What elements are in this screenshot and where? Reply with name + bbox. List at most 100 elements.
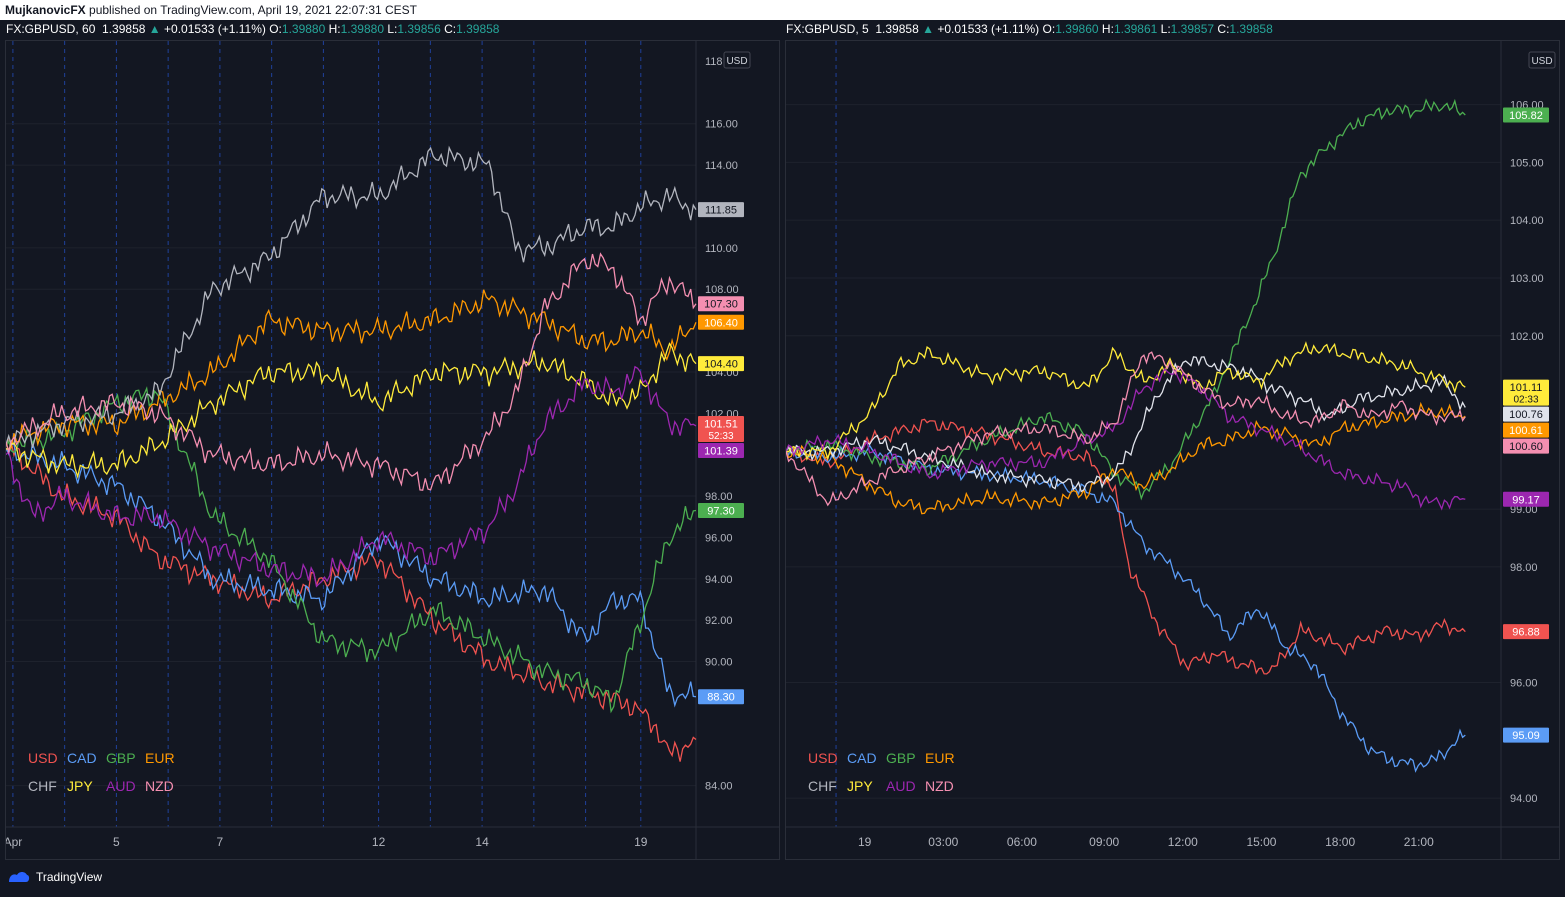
legend-item-jpy: JPY bbox=[847, 778, 873, 794]
legend-item-cad: CAD bbox=[847, 750, 877, 766]
y-tick-label: 98.00 bbox=[1510, 562, 1538, 574]
price-label-bg bbox=[1503, 107, 1549, 123]
last-price-label: 99.17 bbox=[1512, 494, 1540, 506]
price-label-bg bbox=[1503, 727, 1549, 743]
footer-brand[interactable]: TradingView bbox=[8, 870, 102, 884]
right-change: +0.01533 (+1.11%) bbox=[937, 22, 1040, 36]
x-tick-label: 15:00 bbox=[1246, 835, 1276, 849]
series-line-nzd bbox=[5, 252, 697, 491]
up-arrow-icon: ▲ bbox=[148, 22, 161, 36]
price-label-bg bbox=[1503, 422, 1549, 438]
legend-item-chf: CHF bbox=[808, 778, 837, 794]
y-tick-label: 118 bbox=[705, 56, 723, 68]
right-low: 1.39857 bbox=[1170, 22, 1215, 36]
price-label-bg bbox=[698, 202, 744, 218]
y-tick-label: 84.00 bbox=[705, 781, 733, 793]
x-tick-label: 06:00 bbox=[1007, 835, 1037, 849]
series-line-gbp bbox=[5, 386, 697, 714]
series-line-aud bbox=[5, 365, 697, 588]
series-line-jpy bbox=[785, 341, 1466, 461]
bar-countdown: 52:33 bbox=[708, 431, 733, 442]
legend-item-eur: EUR bbox=[145, 750, 175, 766]
y-tick-label: 94.00 bbox=[1510, 793, 1538, 805]
series-line-usd bbox=[5, 438, 697, 762]
x-tick-label: 5 bbox=[113, 835, 120, 849]
y-tick-label: 105.00 bbox=[1510, 157, 1544, 169]
legend-item-cad: CAD bbox=[67, 750, 97, 766]
last-price-label: 105.82 bbox=[1509, 110, 1543, 122]
legend-item-eur: EUR bbox=[925, 750, 955, 766]
series-line-cad bbox=[5, 442, 697, 708]
up-arrow-icon: ▲ bbox=[922, 22, 934, 36]
last-price-label: 88.30 bbox=[707, 692, 735, 704]
series-line-chf bbox=[785, 356, 1466, 493]
y-tick-label: 98.00 bbox=[705, 491, 733, 503]
y-tick-label: 116.00 bbox=[705, 119, 738, 131]
series-line-aud bbox=[785, 367, 1466, 511]
right-high: 1.39861 bbox=[1113, 22, 1158, 36]
last-price-label: 107.30 bbox=[704, 299, 738, 311]
series-line-nzd bbox=[785, 351, 1466, 507]
legend-item-usd: USD bbox=[28, 750, 58, 766]
left-chart[interactable]: 84.0090.0092.0094.0096.0098.00102.00104.… bbox=[4, 41, 779, 859]
last-price-label: 95.09 bbox=[1512, 730, 1540, 742]
right-close: 1.39858 bbox=[1229, 22, 1273, 36]
author-name[interactable]: MujkanovicFX bbox=[5, 3, 86, 17]
unit-label: USD bbox=[726, 56, 747, 67]
left-chart-panel[interactable]: 84.00 90.00 92.00 94.00 96.00 98.00 102.00 104.… bbox=[4, 40, 780, 860]
price-label-bg bbox=[698, 356, 744, 372]
y-tick-label: 110.00 bbox=[705, 243, 738, 255]
right-chart-panel[interactable]: 94.00 96.00 98.00 99.00 102.00 103.00 104.00 10… bbox=[785, 40, 1560, 860]
y-tick-label: 104.00 bbox=[1510, 215, 1544, 227]
price-label-bg bbox=[698, 314, 744, 330]
price-label-bg bbox=[698, 689, 744, 705]
last-price-label: 111.85 bbox=[705, 205, 737, 217]
bar-countdown: 02:33 bbox=[1513, 395, 1538, 406]
series-line-eur bbox=[5, 289, 697, 452]
price-label-bg bbox=[1503, 379, 1549, 406]
x-tick-label: 21:00 bbox=[1404, 835, 1434, 849]
footer-brand-text: TradingView bbox=[36, 870, 103, 884]
price-label-bg bbox=[698, 442, 744, 458]
price-label-bg bbox=[1503, 438, 1549, 454]
y-tick-label: 92.00 bbox=[705, 615, 733, 627]
unit-badge bbox=[723, 51, 751, 69]
last-price-label: 104.40 bbox=[704, 359, 738, 371]
y-tick-label: 94.00 bbox=[705, 574, 733, 586]
y-tick-label: 96.00 bbox=[705, 532, 733, 544]
right-symbol[interactable]: FX:GBPUSD, 5 bbox=[786, 22, 869, 36]
series-line-cad bbox=[785, 444, 1466, 773]
last-price-label: 101.39 bbox=[704, 445, 738, 457]
y-tick-label: 90.00 bbox=[705, 657, 733, 669]
price-label-bg bbox=[698, 415, 744, 442]
x-tick-label: 7 bbox=[217, 835, 224, 849]
y-tick-label: 102.00 bbox=[1510, 331, 1544, 343]
y-tick-label: 99.00 bbox=[1510, 504, 1538, 516]
x-tick-label: 14 bbox=[475, 835, 489, 849]
last-price-label: 101.51 bbox=[704, 418, 738, 430]
price-label-bg bbox=[1503, 406, 1549, 422]
legend-item-chf: CHF bbox=[28, 778, 57, 794]
left-price: 1.39858 bbox=[102, 22, 146, 36]
series-line-usd bbox=[785, 418, 1466, 675]
series-line-jpy bbox=[5, 342, 697, 480]
right-chart[interactable]: 94.00 96.00 98.00 99.00 102.00 103.00 104.00 10… bbox=[785, 41, 1559, 859]
left-symbol[interactable]: FX:GBPUSD, 60 bbox=[6, 22, 96, 36]
y-tick-label: 103.00 bbox=[1510, 273, 1544, 285]
publish-info: published on TradingView.com, April 19, … bbox=[85, 3, 418, 17]
last-price-label: 100.76 bbox=[1509, 409, 1543, 421]
series-line-eur bbox=[785, 401, 1466, 515]
last-price-label: 97.30 bbox=[707, 506, 735, 518]
legend-item-gbp: GBP bbox=[106, 750, 136, 766]
left-open: 1.39880 bbox=[281, 22, 326, 36]
last-price-label: 101.11 bbox=[1510, 382, 1543, 394]
x-tick-label: 12 bbox=[372, 835, 386, 849]
legend-item-nzd: NZD bbox=[925, 778, 954, 794]
left-symbol-info: FX:GBPUSD, 60 1.39858 ▲ +0.01533 (+1.11%… bbox=[6, 22, 500, 36]
price-label-bg bbox=[698, 503, 744, 519]
right-symbol-info: FX:GBPUSD, 5 1.39858 ▲ +0.01533 (+1.11%)… bbox=[786, 22, 1273, 36]
unit-badge bbox=[1528, 51, 1556, 69]
x-tick-label: Apr bbox=[6, 835, 22, 849]
y-tick-label: 108.00 bbox=[705, 284, 739, 296]
legend-item-aud: AUD bbox=[886, 778, 916, 794]
